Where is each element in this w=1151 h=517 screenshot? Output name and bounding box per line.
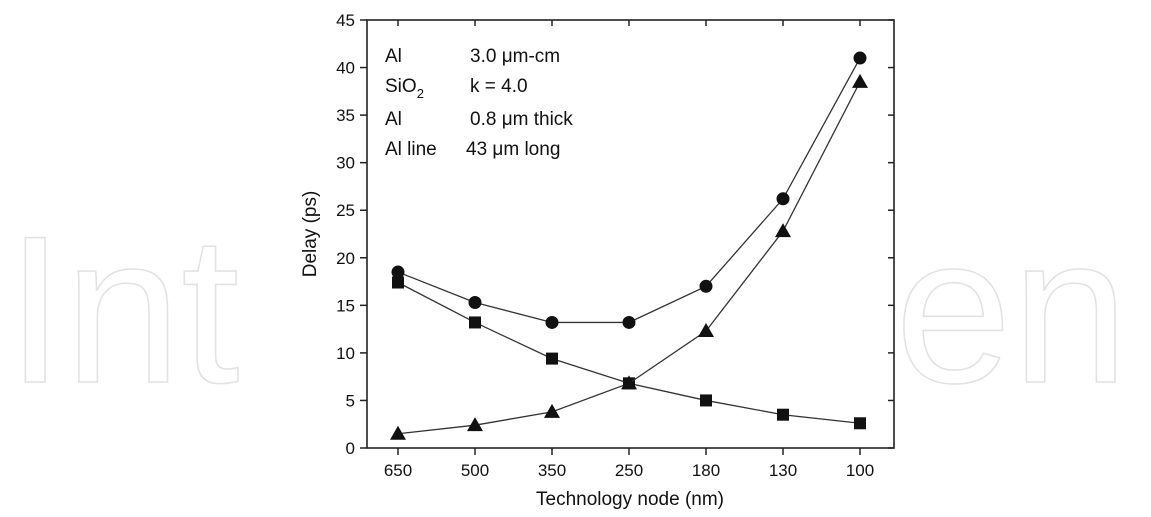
data-point-circle [853, 51, 867, 65]
data-point-circle [468, 295, 482, 309]
y-tick-label: 10 [336, 344, 355, 363]
data-point-square [469, 316, 481, 329]
series-square [392, 276, 866, 430]
y-tick-label: 5 [346, 391, 355, 410]
x-axis: 650 500 350 250 180 130 100 [384, 20, 874, 480]
y-tick-label: 40 [336, 59, 355, 78]
y-tick-label: 0 [346, 439, 355, 458]
data-point-circle [545, 315, 559, 329]
data-point-square [854, 417, 866, 430]
data-point-circle [699, 279, 713, 293]
watermark-right-text: en [895, 192, 1129, 427]
series-circle [391, 51, 867, 329]
data-point-square [700, 394, 712, 407]
chart-annotation: Al 3.0 μm-cm SiO2 k = 4.0 Al 0.8 μm thic… [385, 46, 573, 160]
x-axis-label: Technology node (nm) [536, 489, 724, 510]
data-point-circle [776, 192, 790, 206]
x-tick-label: 130 [769, 461, 797, 480]
x-tick-label: 650 [384, 461, 412, 480]
data-point-triangle [544, 403, 560, 418]
series-triangle [390, 73, 868, 440]
data-point-circle [391, 265, 405, 279]
annotation-value-2: k = 4.0 [470, 76, 528, 97]
annotation-label-2-base: SiO [385, 76, 417, 97]
x-tick-label: 180 [692, 461, 720, 480]
annotation-label-1: Al [385, 46, 402, 67]
data-point-square [546, 352, 558, 365]
series-line [397, 281, 861, 424]
annotation-value-3: 0.8 μm thick [470, 109, 573, 130]
x-tick-label: 350 [538, 461, 566, 480]
annotation-value-4: 43 μm long [466, 139, 560, 160]
y-tick-label: 35 [336, 106, 355, 125]
data-point-triangle [467, 417, 483, 432]
y-tick-label: 30 [336, 154, 355, 173]
series-layer [390, 51, 868, 440]
annotation-label-2: SiO2 [385, 76, 424, 101]
x-tick-label: 250 [615, 461, 643, 480]
data-point-triangle [775, 223, 791, 238]
data-point-triangle [621, 375, 637, 390]
x-tick-label: 500 [461, 461, 489, 480]
data-point-circle [622, 315, 636, 329]
x-tick-label: 100 [846, 461, 874, 480]
data-point-triangle [698, 323, 714, 338]
y-axis: 0 5 10 15 20 25 30 35 40 45 [336, 11, 894, 458]
plot-area [366, 19, 895, 449]
watermark-left-text: Int [6, 192, 239, 427]
y-tick-label: 25 [336, 201, 355, 220]
data-point-square [392, 276, 404, 289]
annotation-label-2-sub: 2 [417, 86, 424, 101]
annotation-label-3: Al [385, 109, 402, 130]
y-tick-label: 15 [336, 296, 355, 315]
data-point-triangle [852, 73, 868, 88]
data-point-square [777, 408, 789, 421]
annotation-value-1: 3.0 μm-cm [470, 46, 560, 67]
y-tick-label: 45 [336, 11, 355, 30]
annotation-label-4: Al line [385, 139, 437, 160]
series-line [397, 57, 861, 324]
y-tick-label: 20 [336, 249, 355, 268]
data-point-triangle [390, 425, 406, 440]
y-axis-label: Delay (ps) [300, 191, 321, 278]
